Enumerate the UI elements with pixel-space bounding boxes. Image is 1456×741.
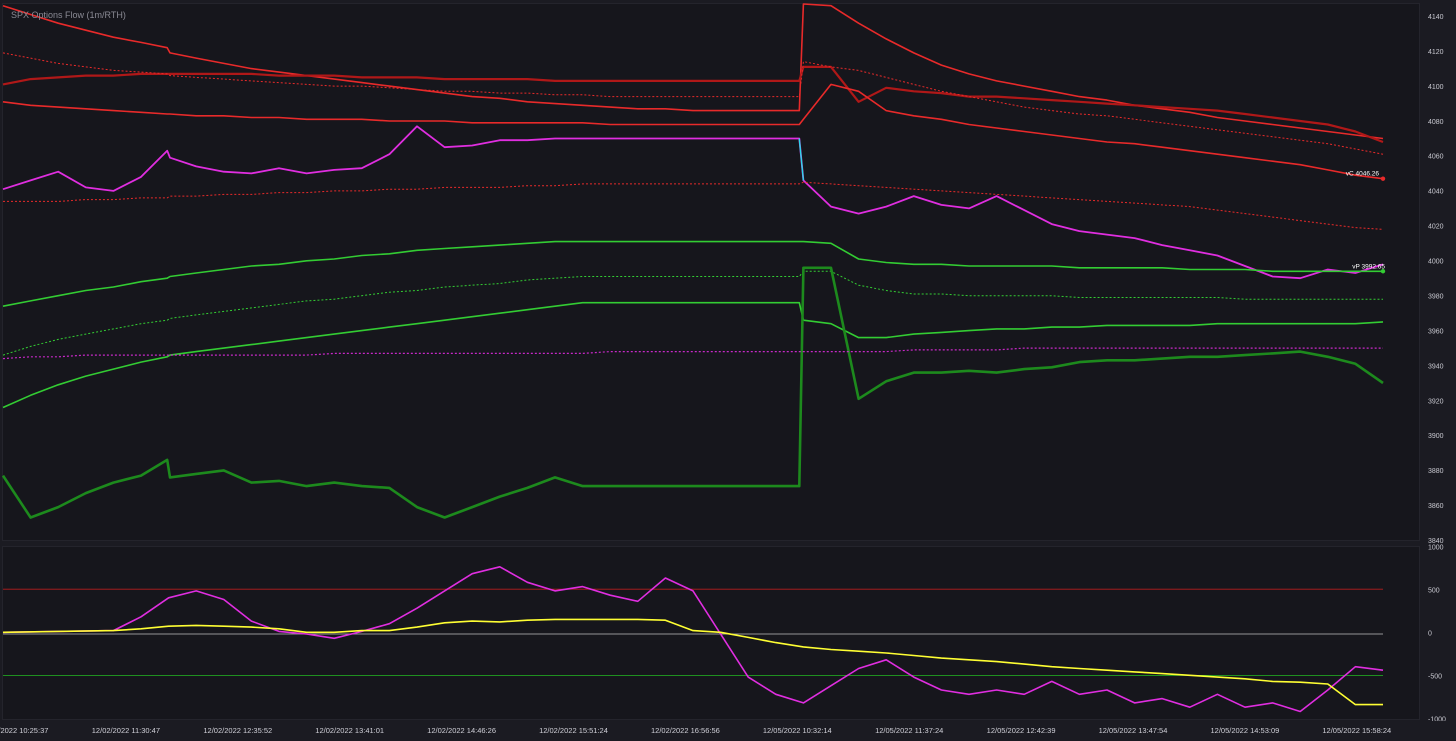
- series-call-dotted-2: [3, 181, 1384, 230]
- time-tick-label: 12/02/2022 15:51:24: [539, 726, 608, 735]
- oscillator-panel[interactable]: [2, 546, 1420, 720]
- put-end-label: vP 3992.65: [1352, 263, 1385, 270]
- time-tick-label: 12/05/2022 11:37:24: [875, 726, 943, 735]
- price-tick-label: 4120: [1428, 49, 1444, 56]
- price-panel[interactable]: vC 4046.26 vP 3992.65 SPX Options Flow (1…: [1, 3, 1420, 541]
- price-tick-label: 3940: [1428, 363, 1444, 370]
- time-tick-label: 12/02/2022 16:56:56: [651, 726, 720, 735]
- oscillator-tick-label: -1000: [1428, 717, 1446, 724]
- series-call-dotted-1: [2, 52, 1384, 155]
- series-yellow: [2, 618, 1383, 706]
- price-tick-label: 3860: [1428, 503, 1444, 510]
- price-tick-label: 4080: [1428, 119, 1444, 126]
- oscillator-tick-label: -500: [1428, 674, 1442, 681]
- oscillator-chart: [2, 565, 1384, 713]
- series-put-mid: [2, 301, 1384, 409]
- price-tick-label: 3980: [1428, 293, 1444, 300]
- series-magenta: [2, 565, 1384, 713]
- price-tick-label: 3880: [1428, 468, 1444, 475]
- price-tick-label: 3920: [1428, 398, 1444, 405]
- price-tick-label: 4040: [1428, 189, 1444, 196]
- time-tick-label: 12/02/2022 11:30:47: [92, 726, 160, 735]
- price-tick-label: 4000: [1428, 259, 1444, 266]
- price-tick-label: 4100: [1428, 84, 1444, 91]
- put-end-marker: [1380, 269, 1386, 274]
- chart-title: SPX Options Flow (1m/RTH): [11, 10, 126, 20]
- time-tick-label: 12/05/2022 10:32:14: [763, 726, 832, 735]
- oscillator-tick-label: 500: [1428, 587, 1440, 594]
- time-tick-label: 12/02/2022 14:46:26: [427, 726, 496, 735]
- series-call-upper: [2, 3, 1384, 140]
- series-call-lower: [2, 83, 1384, 180]
- price-tick-label: 4140: [1428, 14, 1444, 21]
- oscillator-tick-label: 0: [1428, 631, 1432, 638]
- oscillator-tick-label: 1000: [1428, 544, 1444, 551]
- time-ticks: 12/02/2022 10:25:37 12/02/2022 11:30:47 12…: [0, 726, 1391, 735]
- series-put-lower: [1, 266, 1384, 519]
- price-tick-label: 3840: [1428, 538, 1444, 545]
- price-tick-label: 4020: [1428, 224, 1444, 231]
- price-axis[interactable]: 3840 3860 3880 3900 3920 3940 3960 3980 4000 4020…: [1420, 3, 1456, 724]
- time-tick-label: 12/05/2022 14:53:09: [1210, 726, 1279, 735]
- axis-ticks: 3840 3860 3880 3900 3920 3940 3960 3980 4000 4020…: [1428, 14, 1446, 724]
- series-call-mid: [2, 65, 1384, 144]
- call-end-label: vC 4046.26: [1346, 171, 1380, 178]
- price-tick-label: 3900: [1428, 433, 1444, 440]
- price-tick-label: 4060: [1428, 154, 1444, 161]
- series-put-upper: [2, 240, 1383, 307]
- price-tick-label: 3960: [1428, 328, 1444, 335]
- time-axis[interactable]: 12/02/2022 10:25:37 12/02/2022 11:30:47 12…: [0, 721, 1456, 741]
- time-tick-label: 12/02/2022 12:35:52: [203, 726, 272, 735]
- time-tick-label: 12/02/2022 13:41:01: [315, 726, 384, 735]
- time-tick-label: 12/05/2022 13:47:54: [1099, 726, 1168, 735]
- call-end-marker: [1380, 176, 1386, 181]
- series-ref-dotted: [2, 347, 1383, 360]
- time-tick-label: 12/05/2022 15:58:24: [1322, 726, 1391, 735]
- series-price: [2, 125, 1384, 280]
- price-gap-segment: [798, 138, 805, 181]
- price-chart: vC 4046.26 vP 3992.65: [1, 3, 1386, 519]
- time-tick-label: 12/05/2022 12:42:39: [987, 726, 1056, 735]
- series-put-dotted: [2, 270, 1383, 356]
- time-tick-label: 12/02/2022 10:25:37: [0, 726, 48, 735]
